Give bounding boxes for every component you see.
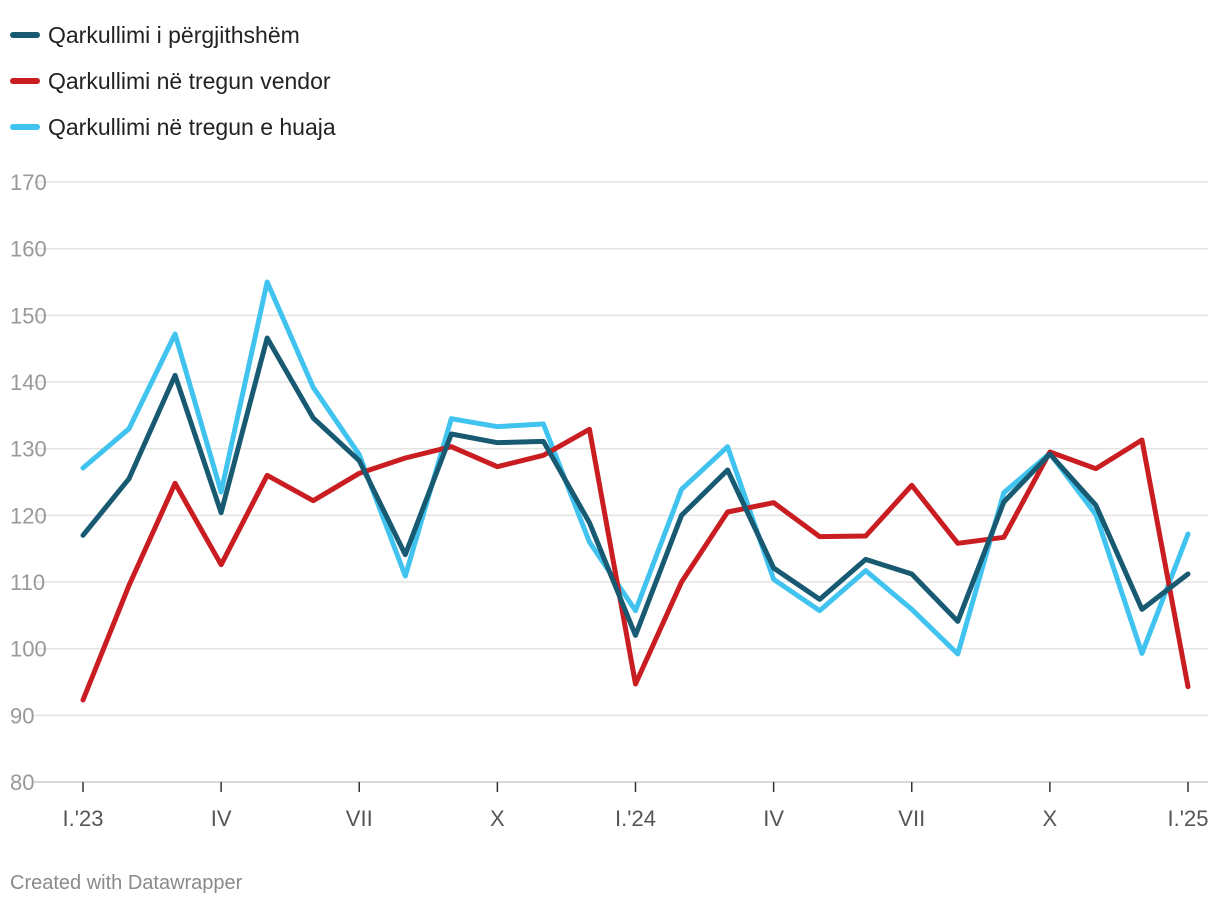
legend-item-foreign: Qarkullimi në tregun e huaja <box>10 104 336 150</box>
legend-swatch-total <box>10 32 40 38</box>
series-line-0 <box>80 279 1191 657</box>
x-tick-label: IV <box>763 806 784 831</box>
legend-item-total: Qarkullimi i përgjithshëm <box>10 12 336 58</box>
series-lines <box>80 279 1191 703</box>
legend-label-total: Qarkullimi i përgjithshëm <box>48 21 300 48</box>
x-tick-label: I.'24 <box>615 806 656 831</box>
y-tick-label-80: 80 <box>10 770 34 795</box>
x-tick-label: I.'23 <box>63 806 104 831</box>
y-tick-label-100: 100 <box>10 637 47 662</box>
y-tick-label-140: 140 <box>10 370 47 395</box>
x-axis: I.'23 IV VII X I.'24 IV VII X I.'25 <box>63 782 1209 831</box>
x-tick-label: VII <box>346 806 373 831</box>
legend-item-domestic: Qarkullimi në tregun vendor <box>10 58 336 104</box>
y-tick-label-160: 160 <box>10 237 47 262</box>
y-tick-label-110: 110 <box>10 570 45 595</box>
series-line-1 <box>80 426 1191 703</box>
legend-swatch-domestic <box>10 78 40 84</box>
y-tick-label-170: 170 <box>10 170 47 195</box>
y-axis-labels: 80 90 100 110 120 130 140 150 160 170 <box>10 170 47 795</box>
series-line-2 <box>80 335 1191 638</box>
y-tick-label-150: 150 <box>10 303 47 328</box>
x-tick-label: I.'25 <box>1168 806 1209 831</box>
legend-label-domestic: Qarkullimi në tregun vendor <box>48 67 331 94</box>
credit-text: Created with Datawrapper <box>10 872 243 894</box>
legend: Qarkullimi i përgjithshëm Qarkullimi në … <box>10 12 336 150</box>
x-tick-label: VII <box>898 806 925 831</box>
y-tick-label-120: 120 <box>10 503 47 528</box>
y-tick-label-90: 90 <box>10 703 34 728</box>
x-tick-label: IV <box>211 806 232 831</box>
x-tick-label: X <box>1043 806 1058 831</box>
legend-swatch-foreign <box>10 124 40 130</box>
legend-label-foreign: Qarkullimi në tregun e huaja <box>48 113 336 140</box>
y-tick-label-130: 130 <box>10 437 47 462</box>
x-tick-label: X <box>490 806 505 831</box>
